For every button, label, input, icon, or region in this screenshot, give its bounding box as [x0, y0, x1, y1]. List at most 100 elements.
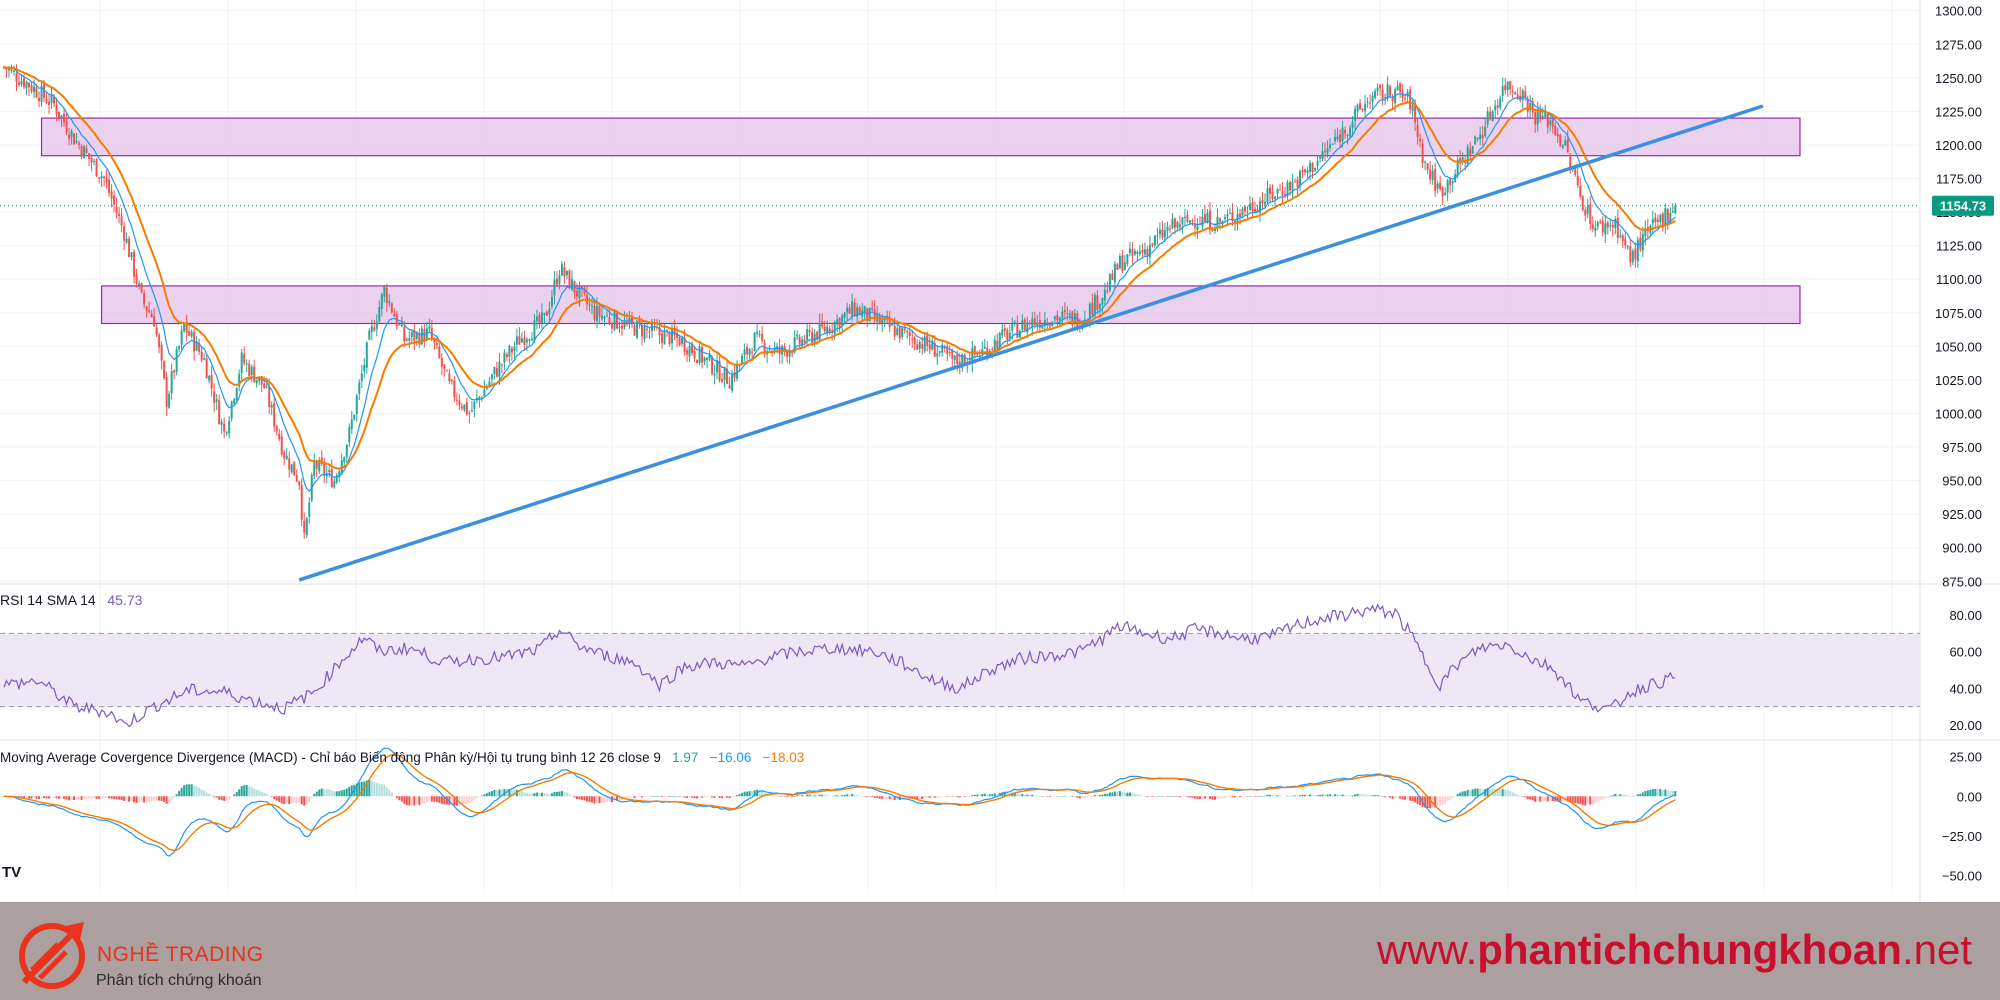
macd-histogram-bar: [856, 795, 859, 797]
candle-body: [1561, 145, 1564, 148]
macd-histogram-bar: [1514, 793, 1517, 797]
candle-body: [183, 324, 186, 332]
macd-histogram-bar: [333, 791, 336, 797]
candle-body: [646, 328, 649, 330]
macd-histogram-bar: [1474, 788, 1477, 797]
macd-histogram-bar: [1411, 796, 1414, 801]
macd-histogram-bar: [55, 796, 58, 799]
candle-body: [1096, 295, 1099, 310]
macd-histogram-bar: [180, 787, 183, 797]
rsi-value: 45.73: [107, 592, 143, 608]
candle-body: [1354, 109, 1357, 121]
candle-body: [328, 470, 331, 473]
candle-body: [1506, 81, 1509, 90]
macd-histogram-bar: [350, 785, 353, 797]
macd-histogram-bar: [718, 796, 721, 798]
candle-body: [10, 69, 13, 72]
macd-histogram-bar: [728, 796, 731, 799]
macd-histogram-bar: [400, 796, 403, 802]
candle-body: [1461, 157, 1464, 162]
candle-body: [1331, 143, 1334, 145]
candle-body: [1439, 182, 1442, 190]
candle-body: [145, 306, 148, 311]
macd-histogram-bar: [788, 796, 791, 798]
macd-histogram-bar: [1359, 794, 1362, 797]
candle-body: [716, 360, 719, 373]
macd-histogram-bar: [1233, 796, 1236, 798]
candle-body: [143, 293, 146, 304]
candle-body: [911, 338, 914, 340]
macd-histogram-bar: [493, 789, 496, 797]
candle-body: [1674, 205, 1677, 214]
candle-body: [623, 320, 626, 328]
macd-histogram-bar: [693, 796, 696, 799]
candle-body: [593, 306, 596, 320]
macd-histogram-bar: [656, 795, 659, 797]
macd-histogram-bar: [520, 791, 523, 797]
macd-histogram-bar: [75, 796, 78, 800]
macd-histogram-bar: [1148, 796, 1151, 797]
candle-body: [1366, 101, 1369, 103]
candle-body: [1183, 216, 1186, 218]
candle-body: [508, 345, 511, 357]
website-url[interactable]: www.phantichchungkhoan.net: [1377, 926, 1972, 974]
chart-canvas[interactable]: 1300.00 1275.00 1250.00 1225.00 1200.00 1175.…: [0, 0, 2000, 902]
tradingview-logo[interactable]: TV: [2, 864, 22, 881]
candle-body: [388, 301, 391, 304]
macd-histogram-bar: [1589, 796, 1592, 805]
candle-body: [13, 70, 16, 72]
macd-histogram-bar: [1466, 789, 1469, 797]
macd-histogram-bar: [888, 796, 891, 800]
macd-histogram-bar: [783, 796, 786, 797]
candle-body: [896, 328, 899, 335]
macd-histogram-bar: [968, 796, 971, 797]
candle-body: [513, 346, 516, 351]
url-prefix: www.: [1376, 926, 1478, 973]
candle-body: [198, 343, 201, 353]
macd-histogram-bar: [478, 796, 481, 797]
trend-line: [298, 104, 1764, 582]
macd-histogram-bar: [455, 796, 458, 806]
candle-body: [403, 326, 406, 342]
candle-body: [1141, 249, 1144, 253]
candle-body: [238, 373, 241, 387]
macd-histogram-bar: [883, 796, 886, 799]
candle-body: [898, 326, 901, 339]
macd-histogram-bar: [603, 796, 606, 803]
candle-body: [528, 339, 531, 341]
candle-body: [921, 344, 924, 349]
macd-histogram-bar: [78, 796, 81, 800]
macd-histogram-bar: [668, 796, 671, 798]
candle-body: [753, 332, 756, 352]
macd-histogram-bar: [738, 794, 741, 797]
macd-histogram-bar: [1269, 794, 1272, 797]
macd-histogram-bar: [218, 796, 221, 800]
candle-body: [1566, 139, 1569, 153]
macd-histogram-bar: [1048, 796, 1051, 798]
candle-body: [283, 452, 286, 459]
macd-histogram-bar: [676, 796, 679, 797]
candle-body: [1269, 187, 1272, 194]
macd-histogram-bar: [470, 796, 473, 802]
macd-histogram-bar: [410, 796, 413, 806]
candle-body: [135, 274, 138, 284]
macd-histogram-bar: [1569, 796, 1572, 803]
candle-body: [525, 339, 528, 343]
candle-body: [641, 325, 644, 337]
candle-body: [250, 366, 253, 376]
macd-histogram-bar: [1531, 796, 1534, 801]
candle-body: [1521, 90, 1524, 101]
candle-body: [1491, 111, 1494, 122]
macd-histogram-bar: [190, 784, 193, 797]
macd-histogram-bar: [1241, 796, 1244, 797]
candle-body: [661, 333, 664, 343]
supply-demand-zone: [100, 285, 1801, 325]
candle-body: [1376, 87, 1379, 92]
macd-histogram-bar: [240, 786, 243, 797]
candle-body: [233, 399, 236, 404]
macd-histogram-bar: [1391, 796, 1394, 799]
macd-histogram-bar: [873, 796, 876, 798]
candle-body: [1206, 212, 1209, 223]
macd-histogram-bar: [30, 796, 33, 799]
candle-body: [808, 330, 811, 332]
